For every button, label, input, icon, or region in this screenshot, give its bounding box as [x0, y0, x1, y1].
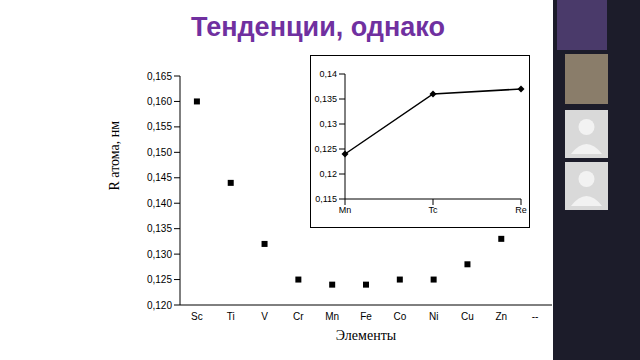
svg-text:0,115: 0,115: [315, 194, 337, 204]
svg-text:Sc: Sc: [191, 311, 203, 322]
svg-text:Re: Re: [515, 205, 527, 215]
svg-text:0,120: 0,120: [147, 300, 172, 311]
svg-text:0,13: 0,13: [319, 119, 337, 129]
svg-text:Fe: Fe: [360, 311, 372, 322]
svg-text:0,140: 0,140: [147, 198, 172, 209]
svg-text:Co: Co: [393, 311, 406, 322]
svg-text:--: --: [532, 311, 539, 322]
svg-text:R атома, нм: R атома, нм: [107, 121, 122, 191]
svg-text:0,165: 0,165: [147, 71, 172, 82]
svg-text:0,135: 0,135: [147, 223, 172, 234]
svg-text:Tc: Tc: [429, 205, 439, 215]
svg-text:0,135: 0,135: [314, 94, 337, 104]
svg-text:Ti: Ti: [227, 311, 235, 322]
svg-text:0,150: 0,150: [147, 147, 172, 158]
svg-text:0,12: 0,12: [319, 169, 337, 179]
svg-text:Mn: Mn: [339, 205, 352, 215]
svg-text:0,125: 0,125: [147, 274, 172, 285]
svg-text:V: V: [261, 311, 268, 322]
html-text:Тенденции, однако: Тенденции, однако: [191, 12, 445, 42]
svg-text:Zn: Zn: [495, 311, 507, 322]
svg-text:0,155: 0,155: [147, 121, 172, 132]
svg-text:0,145: 0,145: [147, 172, 172, 183]
svg-text:Элементы: Элементы: [336, 328, 397, 343]
svg-text:0,125: 0,125: [314, 144, 337, 154]
svg-text:0,160: 0,160: [147, 96, 172, 107]
svg-text:Cr: Cr: [293, 311, 304, 322]
svg-text:0,130: 0,130: [147, 249, 172, 260]
svg-text:Mn: Mn: [325, 311, 339, 322]
svg-text:0,14: 0,14: [319, 69, 337, 79]
svg-text:Cu: Cu: [461, 311, 474, 322]
svg-text:Ni: Ni: [429, 311, 438, 322]
